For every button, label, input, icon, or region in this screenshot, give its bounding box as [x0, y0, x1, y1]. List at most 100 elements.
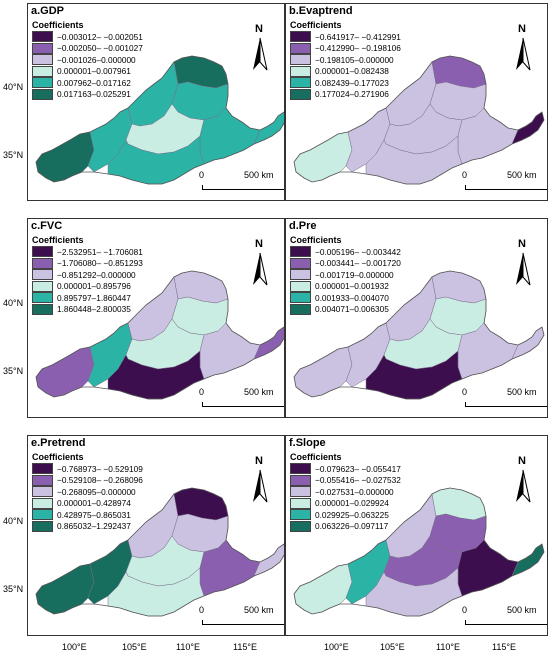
legend-label: −0.412990– −0.198106: [315, 43, 401, 54]
legend-swatch: [290, 497, 311, 509]
lon-label: 100°E: [62, 642, 87, 652]
map-region: [35, 131, 95, 183]
legend-item: 0.000001–0.001932: [290, 280, 401, 293]
legend-item: −0.641917– −0.412991: [290, 31, 401, 43]
legend-item: −1.706080– −0.851293: [32, 257, 143, 270]
legend-label: 0.000001–0.895796: [57, 281, 131, 292]
lat-label-35: 35°N: [3, 366, 24, 376]
legend-label: −0.079623– −0.055417: [315, 463, 401, 474]
scale-zero-label: 0: [462, 387, 468, 397]
scale-end-label: 500 km: [507, 170, 537, 180]
legend-label: 0.000001–0.007961: [57, 66, 131, 77]
legend-swatch: [32, 65, 53, 77]
map-panel-b: b.Evaptrend Coefficients −0.641917– −0.412…: [285, 3, 548, 201]
legend-label: 0.865032–1.292437: [57, 521, 131, 532]
basin-map: [35, 487, 284, 617]
legend-label: −0.768973– −0.529109: [57, 463, 143, 474]
legend-label: −0.198105–0.000000: [315, 54, 394, 65]
north-arrow-icon: N: [513, 238, 533, 292]
legend-swatch: [32, 292, 53, 304]
map-panel-d: d.Pre Coefficients −0.005196– −0.003442 −0.…: [285, 218, 548, 418]
legend-swatch: [32, 280, 53, 292]
legend-swatch: [290, 303, 311, 315]
legend-item: 0.177024–0.271906: [290, 88, 401, 101]
map-panel-c: c.FVC Coefficients −2.532951– −1.706081 −1.…: [27, 218, 285, 418]
panel-title: a.GDP: [31, 5, 65, 17]
lat-label-40: 40°N: [3, 516, 24, 526]
map-legend: Coefficients −2.532951– −1.706081 −1.70608…: [32, 235, 143, 315]
legend-swatch: [290, 520, 311, 532]
legend-item: −0.412990– −0.198106: [290, 42, 401, 55]
map-region: [253, 543, 284, 577]
map-region: [35, 346, 95, 398]
north-arrow-icon: N: [250, 238, 270, 292]
legend-swatch: [290, 54, 311, 66]
legend-item: 0.000001–0.029924: [290, 497, 401, 510]
lat-label-40: 40°N: [3, 298, 24, 308]
legend-title: Coefficients: [32, 235, 84, 245]
map-legend: Coefficients −0.768973– −0.529109 −0.52910…: [32, 452, 143, 532]
legend-label: 0.000001–0.428974: [57, 498, 131, 509]
legend-item: −0.003441– −0.001720: [290, 257, 401, 270]
legend-title: Coefficients: [290, 20, 342, 30]
legend-label: 0.007962–0.017162: [57, 77, 131, 88]
north-label: N: [255, 23, 263, 35]
legend-label: −0.851292–0.000000: [57, 269, 136, 280]
legend-label: 0.017163–0.025291: [57, 89, 131, 100]
basin-outline: [293, 270, 545, 400]
legend-item: 0.428975–0.865031: [32, 509, 143, 521]
legend-swatch: [32, 246, 53, 258]
legend-swatch: [290, 65, 311, 77]
scale-bar-line: [202, 185, 284, 190]
basin-outline: [35, 487, 284, 617]
scale-zero-label: 0: [199, 387, 205, 397]
legend-swatch: [290, 246, 311, 258]
scale-zero-label: 0: [199, 170, 205, 180]
panel-title: b.Evaptrend: [289, 5, 353, 17]
legend-label: 1.860448–2.800035: [57, 304, 131, 315]
legend-swatch: [290, 463, 311, 475]
lon-label: 115°E: [492, 642, 516, 652]
legend-swatch: [290, 77, 311, 89]
legend-label: −0.268095–0.000000: [57, 486, 136, 497]
scale-bar: 0 500 km: [462, 387, 547, 409]
lon-label: 105°E: [380, 642, 405, 652]
legend-item: 0.000001–0.082438: [290, 65, 401, 78]
legend-swatch: [32, 474, 53, 486]
legend-item: 0.895797–1.860447: [32, 292, 143, 304]
legend-swatch: [32, 520, 53, 532]
legend-swatch: [32, 486, 53, 498]
legend-item: 0.000001–0.007961: [32, 65, 143, 78]
lon-label: 115°E: [233, 642, 257, 652]
scale-bar-line: [202, 402, 284, 407]
legend-swatch: [290, 269, 311, 281]
basin-map: [293, 55, 545, 185]
map-legend: Coefficients −0.079623– −0.055417 −0.05541…: [290, 452, 401, 532]
legend-item: −0.027531–0.000000: [290, 486, 401, 498]
legend-swatch: [32, 463, 53, 475]
north-label: N: [255, 238, 263, 250]
panel-title: f.Slope: [289, 437, 326, 449]
lon-label: 110°E: [176, 642, 200, 652]
legend-item: −2.532951– −1.706081: [32, 246, 143, 258]
lat-label-35: 35°N: [3, 150, 24, 160]
map-panel-f: f.Slope Coefficients −0.079623– −0.055417−…: [285, 435, 548, 636]
legend-item: −0.851292–0.000000: [32, 269, 143, 281]
lat-label-40: 40°N: [3, 82, 24, 92]
legend-title: Coefficients: [32, 20, 84, 30]
legend-label: −0.003441– −0.001720: [315, 258, 401, 269]
legend-swatch: [290, 474, 311, 486]
legend-item: 0.082439–0.177023: [290, 77, 401, 89]
legend-item: 0.000001–0.895796: [32, 280, 143, 293]
scale-end-label: 500 km: [244, 387, 274, 397]
legend-label: −0.003012– −0.002051: [57, 31, 143, 42]
legend-item: 0.004071–0.006305: [290, 303, 401, 316]
legend-swatch: [290, 88, 311, 100]
panel-title: e.Pretrend: [31, 437, 86, 449]
basin-map: [293, 270, 545, 400]
legend-item: 0.017163–0.025291: [32, 88, 143, 101]
legend-label: −0.005196– −0.003442: [315, 246, 401, 257]
scale-bar: 0 500 km: [462, 170, 547, 192]
north-label: N: [518, 238, 526, 250]
legend-swatch: [32, 497, 53, 509]
